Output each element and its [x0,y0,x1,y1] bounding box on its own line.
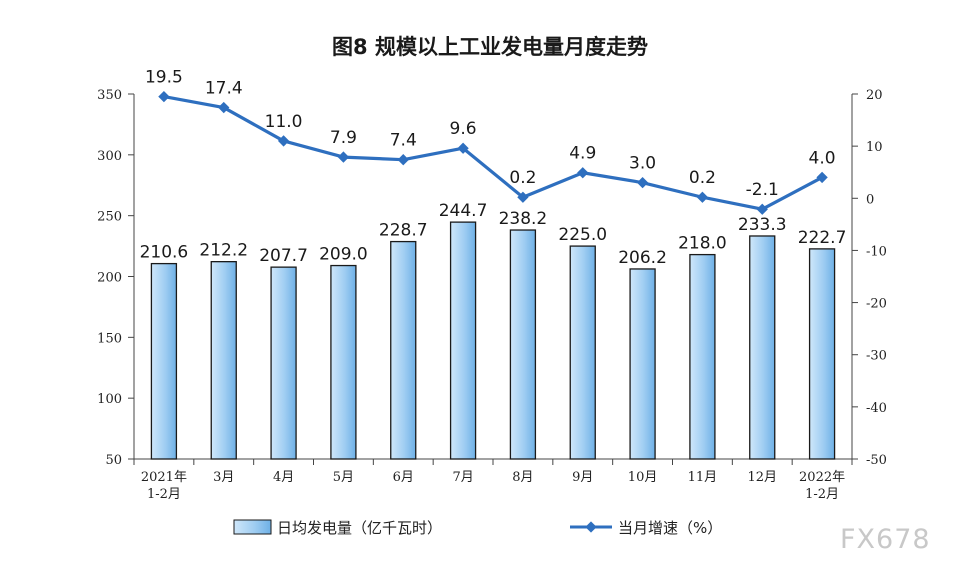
bar-value-label: 225.0 [558,225,607,245]
category-label: 2021年 [141,470,187,485]
right-tick-label: 20 [866,88,883,103]
bar-value-label: 244.7 [439,201,488,221]
line-value-label: 0.2 [689,168,716,188]
line-point [756,203,768,215]
category-labels: 2021年 1-2月 3月 4月 5月 6月 7月 8月 9月 10月 11月 12月 2022年 1-2… [141,470,845,502]
bar [270,266,297,460]
category-label: 11月 [688,470,718,485]
line-point [816,171,828,184]
line-series [158,90,828,215]
watermark-text: FX678 [840,524,931,555]
right-tick-label: -40 [866,401,887,416]
left-tick-label: 300 [97,149,122,164]
line-value-label: 0.2 [509,168,536,188]
line-value-label: -2.1 [746,180,779,200]
legend-line-label: 当月增速（%） [618,519,722,537]
legend-bar-label: 日均发电量（亿千瓦时） [277,519,442,537]
category-label: 5月 [333,470,354,485]
category-label: 9月 [572,470,593,485]
bar-value-label: 209.0 [319,245,368,265]
category-label: 3月 [213,470,234,485]
right-tick-label: 0 [866,192,874,207]
category-label: 4月 [273,470,294,485]
right-tick-label: -30 [866,349,887,364]
bar [330,264,357,460]
growth-line [163,95,823,211]
right-tick-label: -10 [866,244,887,259]
line-value-label: 9.6 [450,119,477,139]
line-point [277,135,290,147]
category-label: 8月 [512,470,533,485]
category-label: 6月 [393,470,414,485]
category-label: 1-2月 [805,487,839,502]
bar [689,253,716,460]
line-point [397,154,409,166]
left-tick-label: 350 [97,88,122,103]
bar-value-label: 210.6 [140,243,189,263]
line-point [517,191,529,203]
left-tick-label: 150 [97,331,122,346]
bar [150,262,178,460]
right-tick-label: -50 [866,453,887,468]
data-labels: 210.6 212.2 207.7 209.0 228.7 244.7 238.2 225.0… [140,68,847,268]
category-label: 1-2月 [147,487,181,502]
left-tick-label: 200 [97,271,122,286]
category-label: 7月 [452,470,473,485]
legend-line-marker [585,521,597,533]
bar [749,235,776,460]
right-tick-label: -20 [866,297,887,312]
bar-value-label: 206.2 [618,248,667,268]
bar [509,229,537,460]
legend-bar-swatch [233,519,272,535]
left-tick-label: 50 [105,453,122,468]
chart-title: 图8 规模以上工业发电量月度走势 [332,35,648,59]
bar-value-label: 222.7 [798,228,847,248]
line-value-label: 4.9 [569,144,596,164]
line-point [696,191,709,203]
bar [390,240,417,460]
right-tick-label: 10 [866,140,883,155]
category-label: 2022年 [799,470,845,485]
line-value-label: 4.0 [809,148,836,168]
bar-value-label: 212.2 [199,241,248,261]
line-value-label: 7.9 [330,128,357,148]
line-point [636,176,649,189]
bar [210,261,237,460]
bar [569,245,596,460]
line-value-label: 17.4 [205,79,243,99]
line-point [337,151,350,163]
left-tick-label: 100 [97,392,122,407]
bar [808,248,836,460]
bar [629,268,656,460]
bar-value-label: 207.7 [259,246,308,266]
bar-value-label: 238.2 [499,209,548,229]
line-value-label: 3.0 [629,154,656,174]
axes: 50 100 150 200 250 300 350 -50 -40 -30 -20 -10 0 10 20 [97,88,887,468]
left-tick-label: 250 [97,210,122,225]
line-point [457,142,469,154]
bar [449,221,477,460]
line-value-label: 11.0 [265,112,303,132]
bar-series [150,221,836,460]
bar-value-label: 218.0 [678,234,727,254]
line-point [577,167,589,179]
line-point [158,90,170,103]
line-value-label: 7.4 [390,131,417,151]
category-label: 12月 [747,470,777,485]
category-label: 10月 [628,470,658,485]
bar-value-label: 228.7 [379,221,428,241]
bar-value-label: 233.3 [738,215,787,235]
legend: 日均发电量（亿千瓦时） 当月增速（%） [233,519,722,537]
line-value-label: 19.5 [145,68,183,88]
